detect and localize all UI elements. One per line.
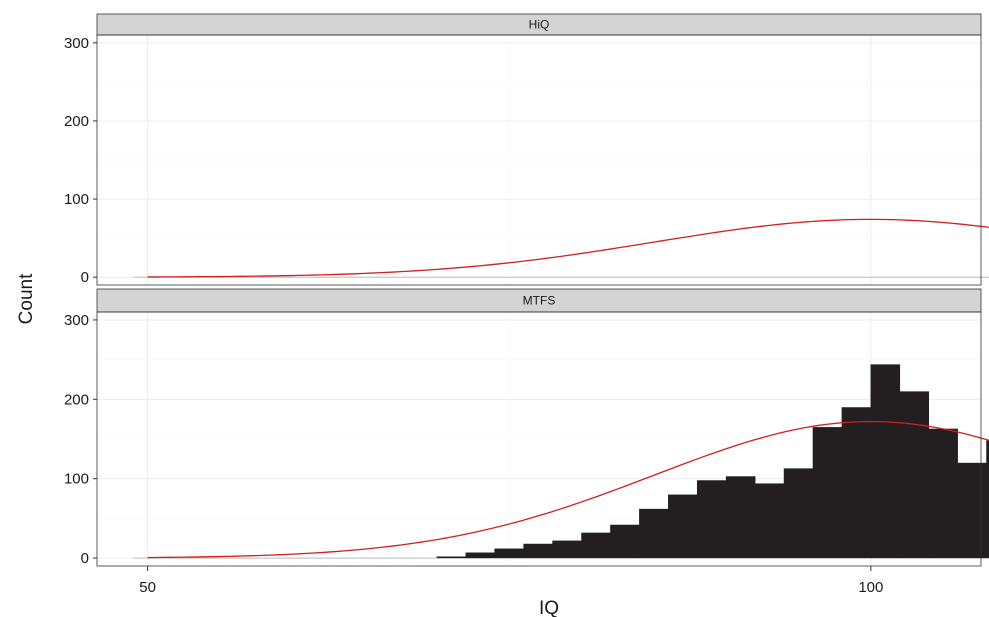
histogram-bar — [899, 391, 930, 559]
y-tick-label: 0 — [81, 550, 89, 567]
histogram-bar — [928, 428, 958, 559]
histogram-bar — [957, 462, 987, 559]
histogram-bar — [696, 480, 727, 559]
histogram-bar — [523, 543, 553, 559]
facet-panel-mtfs: MTFS 0 100 200 300 — [64, 288, 989, 567]
facet-strip-label: MTFS — [523, 294, 556, 308]
x-tick-label: 100 — [858, 579, 883, 596]
histogram-bar — [639, 508, 669, 559]
facet-panel-hiq: HiQ 0 100 200 300 — [64, 13, 989, 286]
histogram-bar — [812, 427, 843, 559]
histogram-bar — [754, 483, 785, 559]
normal-curve — [147, 420, 989, 559]
histogram-bar — [610, 524, 640, 559]
histogram-bar — [552, 540, 582, 559]
panel-border — [96, 311, 982, 567]
histogram-bar — [986, 440, 989, 559]
y-tick-label: 200 — [64, 391, 89, 408]
histogram-bar — [668, 494, 698, 559]
histogram-bar — [494, 548, 524, 559]
histogram-bar — [436, 556, 467, 559]
facet-strip-label: HiQ — [529, 18, 550, 32]
normal-curve — [147, 218, 989, 278]
y-tick-label: 200 — [64, 113, 89, 130]
x-tick-label: 50 — [139, 579, 156, 596]
y-tick-label: 300 — [64, 35, 89, 52]
histogram-bar — [841, 407, 872, 559]
histogram-bar — [581, 532, 611, 559]
histogram-bar — [870, 364, 901, 559]
histogram-bar — [783, 468, 814, 559]
x-axis-title: IQ — [539, 598, 559, 617]
y-tick-label: 100 — [64, 471, 89, 488]
y-tick-label: 100 — [64, 191, 89, 208]
histogram-bar — [725, 476, 756, 559]
y-tick-label: 300 — [64, 312, 89, 329]
histogram-bar — [465, 552, 496, 559]
y-tick-label: 0 — [81, 269, 89, 286]
panel-border — [96, 34, 982, 286]
y-axis-title: Count — [16, 273, 37, 324]
